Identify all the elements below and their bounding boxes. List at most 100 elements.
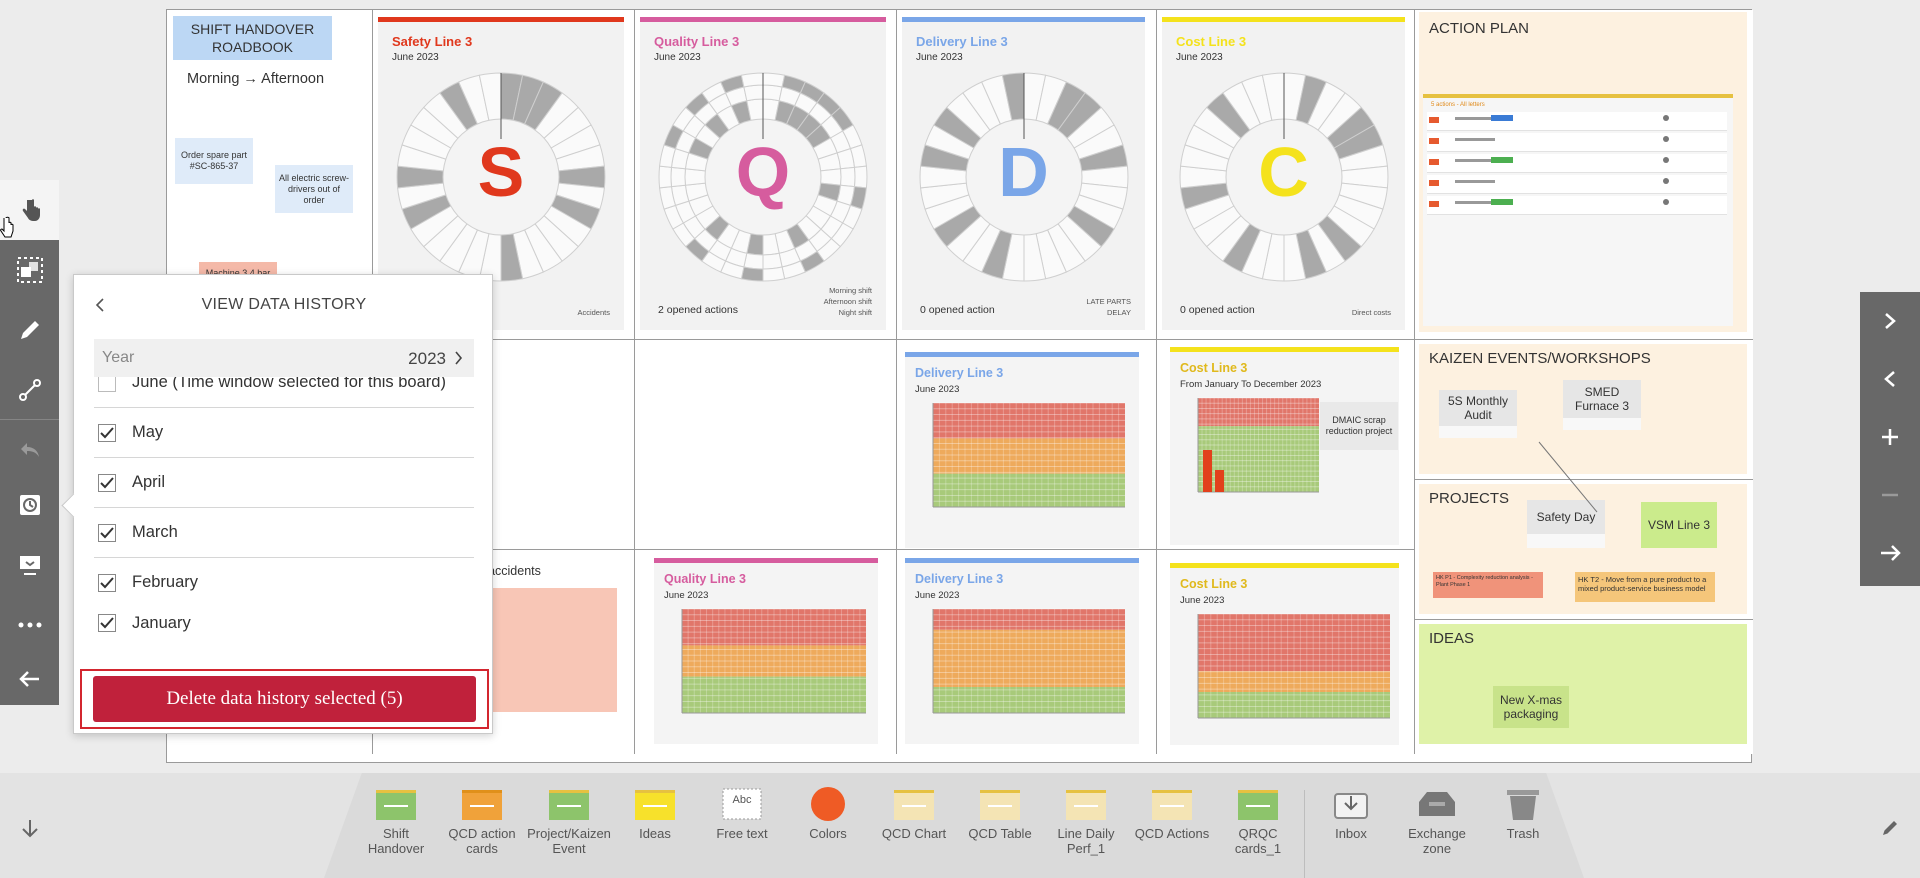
owner-avatar: [1663, 199, 1669, 205]
delivery-month-chart[interactable]: Delivery Line 3 June 2023: [905, 352, 1139, 548]
day-segment[interactable]: [820, 168, 842, 186]
month-label: June (Time window selected for this boar…: [132, 377, 446, 391]
project-card[interactable]: HK T2 - Move from a pure product to a mi…: [1575, 572, 1715, 602]
dock-item-inbox[interactable]: Inbox: [1313, 786, 1389, 866]
connector-tool[interactable]: [0, 360, 59, 420]
text-box: [722, 788, 762, 820]
day-segment[interactable]: [658, 165, 673, 189]
sticky-note[interactable]: Order spare part #SC-865-37: [175, 138, 253, 184]
dock-item-ideas[interactable]: Ideas: [617, 786, 693, 866]
scroll-down-button[interactable]: [12, 810, 48, 846]
wheel-letter: Q: [735, 133, 791, 211]
next-page-button[interactable]: [1860, 292, 1920, 350]
delivery-month-chart-2[interactable]: Delivery Line 3 June 2023: [905, 558, 1139, 744]
select-tool[interactable]: [0, 240, 59, 300]
calendar-wheel[interactable]: [914, 67, 1134, 287]
dock-item-colors[interactable]: Colors: [790, 786, 866, 866]
quality-wheel-card[interactable]: Quality Line 3 June 2023 Q 2 opened actions…: [640, 17, 886, 330]
dock-item-exchange[interactable]: Exchange zone: [1399, 786, 1475, 866]
previous-page-button[interactable]: [1860, 350, 1920, 408]
day-segment[interactable]: [762, 72, 786, 88]
cost-month-chart[interactable]: Cost Line 3 June 2023: [1170, 563, 1399, 745]
dock-item-kaizen[interactable]: Project/Kaizen Event: [527, 786, 611, 866]
calendar-wheel[interactable]: [653, 67, 873, 287]
project-note[interactable]: Safety Day: [1527, 500, 1605, 548]
data-bar[interactable]: [1203, 450, 1212, 492]
month-checkbox[interactable]: [98, 523, 116, 542]
action-row[interactable]: [1427, 133, 1727, 152]
dock-item-daily-perf[interactable]: Line Daily Perf_1: [1048, 786, 1124, 866]
month-checkbox[interactable]: [98, 573, 116, 592]
dock-item-label: Ideas: [639, 826, 671, 841]
sticky-note[interactable]: All electric screw-drivers out of order: [275, 165, 353, 213]
action-row[interactable]: [1427, 175, 1727, 194]
cost-wheel-card[interactable]: Cost Line 3 June 2023 C 0 opened action Dire…: [1162, 17, 1405, 330]
month-row-january[interactable]: January: [94, 598, 474, 648]
month-checkbox[interactable]: [98, 473, 116, 492]
zoom-out-button[interactable]: [1860, 466, 1920, 524]
presentation-button[interactable]: [0, 535, 59, 595]
opened-actions[interactable]: 0 opened action: [1180, 304, 1255, 316]
month-row-april[interactable]: April: [94, 458, 474, 508]
collapse-button[interactable]: [0, 653, 59, 705]
action-row[interactable]: [1427, 112, 1727, 131]
month-row-february[interactable]: February: [94, 558, 474, 603]
dock-item-shift-handover[interactable]: Shift Handover: [358, 786, 434, 866]
action-row[interactable]: [1427, 196, 1727, 215]
kaizen-note[interactable]: 5S Monthly Audit: [1439, 390, 1517, 438]
kaizen-note[interactable]: SMED Furnace 3: [1563, 380, 1641, 430]
data-bar[interactable]: [1215, 470, 1224, 492]
undo-button[interactable]: [0, 420, 59, 480]
action-plan-list[interactable]: 5 actions - All letters: [1423, 94, 1733, 326]
data-history-button[interactable]: [0, 475, 59, 535]
calendar-wheel[interactable]: [391, 67, 611, 287]
go-forward-button[interactable]: [1860, 524, 1920, 582]
day-segment[interactable]: [840, 166, 856, 188]
cost-year-chart[interactable]: Cost Line 3 From January To December 2023…: [1170, 347, 1399, 545]
day-segment[interactable]: [853, 165, 868, 189]
delete-history-button[interactable]: Delete data history selected (5): [93, 676, 476, 722]
edit-board-button[interactable]: [1872, 810, 1908, 846]
dock-item-table[interactable]: QCD Table: [962, 786, 1038, 866]
project-card[interactable]: HK P1 - Complexity reduction analysis - …: [1433, 572, 1543, 598]
day-segment[interactable]: [762, 252, 783, 270]
month-checkbox[interactable]: [98, 377, 116, 392]
quality-month-chart[interactable]: Quality Line 3 June 2023: [654, 558, 878, 744]
pen-tool[interactable]: [0, 300, 59, 360]
next-year-button[interactable]: [448, 347, 468, 369]
project-note[interactable]: VSM Line 3: [1641, 502, 1717, 548]
dock-item-action-cards[interactable]: QCD action cards: [444, 786, 520, 866]
delivery-wheel-card[interactable]: Delivery Line 3 June 2023 D 0 opened action…: [902, 17, 1145, 330]
dock-item-chart[interactable]: QCD Chart: [876, 786, 952, 866]
day-segment[interactable]: [762, 266, 786, 282]
action-text: [1455, 180, 1495, 183]
month-row-march[interactable]: March: [94, 508, 474, 558]
day-segment[interactable]: [743, 84, 764, 102]
dock-item-trash[interactable]: Trash: [1485, 786, 1561, 866]
month-checkbox[interactable]: [98, 423, 116, 442]
project-note[interactable]: DMAIC scrap reduction project: [1320, 402, 1398, 450]
wheel-title: Quality Line 3: [654, 34, 740, 49]
calendar-wheel[interactable]: [1174, 67, 1394, 287]
month-row-june[interactable]: June (Time window selected for this boar…: [94, 377, 474, 408]
opened-actions[interactable]: 2 opened actions: [658, 304, 738, 316]
dock-item-qcd-actions[interactable]: QCD Actions: [1134, 786, 1210, 866]
action-row[interactable]: [1427, 154, 1727, 173]
month-checkbox[interactable]: [98, 614, 116, 632]
day-segment[interactable]: [670, 166, 686, 188]
dock-item-qrqc[interactable]: QRQC cards_1: [1220, 786, 1296, 866]
month-row-may[interactable]: May: [94, 408, 474, 458]
wheel-legend: LATE PARTS DELAY: [1086, 296, 1131, 318]
year-label: Year: [102, 349, 135, 366]
day-segment[interactable]: [740, 266, 764, 282]
day-segment[interactable]: [740, 72, 764, 88]
back-button[interactable]: [88, 293, 112, 317]
zoom-in-button[interactable]: [1860, 408, 1920, 466]
idea-note[interactable]: New X-mas packaging: [1493, 686, 1569, 728]
more-button[interactable]: [0, 595, 59, 655]
wheel-subtitle: June 2023: [1176, 52, 1223, 63]
day-segment[interactable]: [684, 168, 706, 186]
action-id: [1429, 159, 1439, 165]
opened-actions[interactable]: 0 opened action: [920, 304, 995, 316]
dock-item-text[interactable]: Abc Free text: [704, 786, 780, 866]
